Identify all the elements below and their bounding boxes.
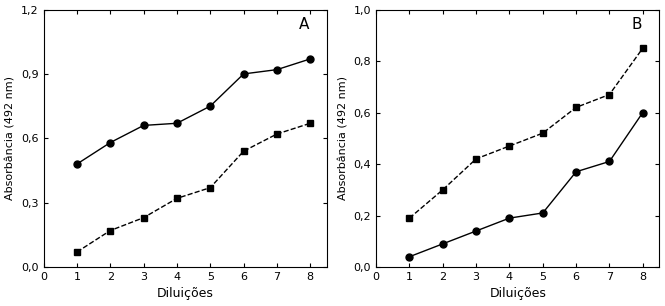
- Text: A: A: [299, 17, 309, 32]
- Y-axis label: Absorbância (492 nm): Absorbância (492 nm): [338, 76, 348, 200]
- Text: B: B: [631, 17, 642, 32]
- X-axis label: Diluições: Diluições: [489, 287, 546, 300]
- X-axis label: Diluições: Diluições: [157, 287, 213, 300]
- Y-axis label: Absorbância (492 nm): Absorbância (492 nm): [5, 76, 15, 200]
